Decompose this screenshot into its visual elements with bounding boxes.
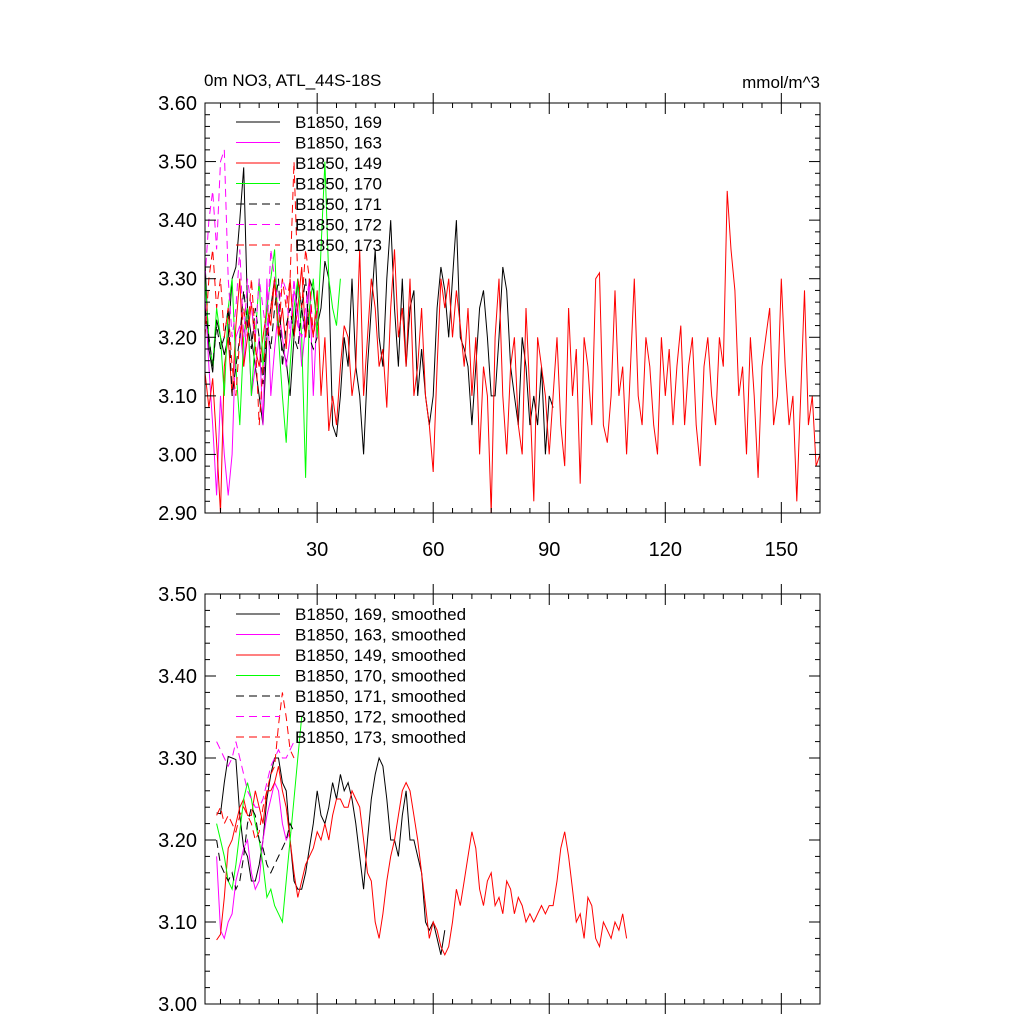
y-tick-label: 3.40	[158, 210, 197, 232]
series-line-1	[205, 278, 318, 496]
y-tick-label: 3.00	[158, 994, 197, 1016]
y-tick-label: 3.20	[158, 830, 197, 852]
y-tick-label: 3.50	[158, 584, 197, 606]
x-tick-label: 90	[538, 539, 560, 561]
y-tick-label: 3.10	[158, 386, 197, 408]
series-line-5	[216, 741, 295, 808]
x-tick-label: 60	[422, 539, 444, 561]
x-tick-label: 120	[649, 539, 682, 561]
legend-label: B1850, 149	[295, 154, 382, 173]
series-lines	[216, 692, 628, 956]
legend-label: B1850, 172	[295, 216, 382, 235]
y-tick-label: 3.40	[158, 666, 197, 688]
legend-label: B1850, 163	[295, 134, 382, 153]
y-tick-label: 3.60	[158, 93, 197, 115]
series-line-6	[216, 692, 295, 842]
legend-label: B1850, 171	[295, 195, 382, 214]
series-line-1	[216, 781, 291, 940]
legend-label: B1850, 169, smoothed	[295, 605, 466, 624]
units-label: mmol/m^3	[742, 73, 820, 92]
legend-label: B1850, 172, smoothed	[295, 708, 466, 727]
legend-label: B1850, 170	[295, 175, 382, 194]
legend-label: B1850, 173	[295, 236, 382, 255]
y-tick-label: 3.10	[158, 912, 197, 934]
series-line-5	[205, 149, 318, 338]
legend-label: B1850, 169	[295, 113, 382, 132]
legend-label: B1850, 170, smoothed	[295, 667, 466, 686]
y-tick-label: 3.30	[158, 748, 197, 770]
y-tick-label: 2.90	[158, 503, 197, 525]
y-tick-label: 3.30	[158, 269, 197, 291]
series-line-4	[205, 278, 318, 396]
legend-label: B1850, 163, smoothed	[295, 626, 466, 645]
series-line-4	[216, 805, 295, 891]
legend: B1850, 169, smoothed B1850, 163, smoothed…	[236, 605, 466, 747]
legend-label: B1850, 149, smoothed	[295, 646, 466, 665]
x-tick-label: 30	[306, 539, 328, 561]
plot-frame	[204, 102, 821, 514]
series-line-0	[216, 755, 446, 955]
plot-frame	[204, 593, 821, 1005]
y-tick-label: 3.00	[158, 444, 197, 466]
series-lines	[205, 149, 820, 513]
legend-label: B1850, 173, smoothed	[295, 728, 466, 747]
top-panel: 2.90 3.00 3.10 3.20 3.30 3.40 3.50 3.60 30 60 90 12…	[158, 93, 821, 561]
legend-label: B1850, 171, smoothed	[295, 687, 466, 706]
series-line-6	[205, 161, 318, 426]
x-tick-label: 150	[765, 539, 798, 561]
series-line-2	[216, 766, 628, 956]
chart-title: 0m NO3, ATL_44S-18S	[204, 71, 381, 90]
bottom-panel: 3.00 3.10 3.20 3.30 3.40 3.50 B1850, 169, smoo…	[158, 584, 821, 1016]
y-tick-label: 3.20	[158, 327, 197, 349]
y-tick-label: 3.50	[158, 152, 197, 174]
